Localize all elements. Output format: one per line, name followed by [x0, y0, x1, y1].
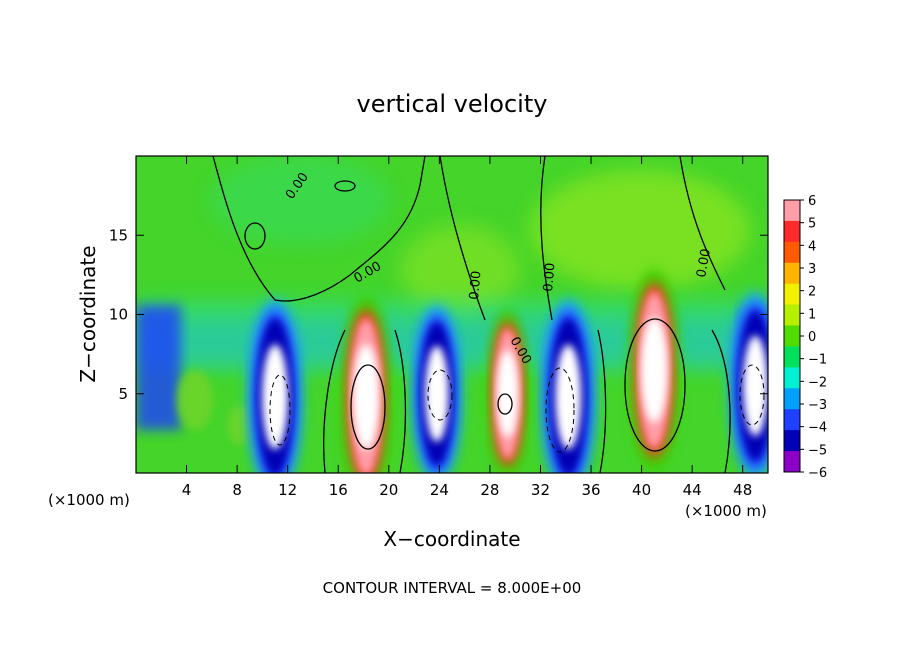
colorbar-tick-label: −1 [808, 353, 827, 368]
x-tick-label: 44 [683, 481, 702, 499]
x-tick-label: 12 [278, 481, 297, 499]
contour-label: 0.00 [467, 270, 484, 300]
colorbar-swatch [784, 325, 800, 347]
colorbar-tick-label: −3 [808, 398, 827, 413]
contour-interval-note: CONTOUR INTERVAL = 8.000E+00 [323, 579, 582, 597]
colorbar-swatch [784, 220, 800, 243]
colorbar-tick-label: −6 [808, 466, 827, 481]
x-tick-label: 4 [182, 481, 192, 499]
colorbar: 6 5 4 3 2 1 0 −1 −2 −3 −4 −5 −6 [783, 194, 827, 481]
colorbar-swatch [784, 430, 800, 452]
downdraft-cell-layer [742, 335, 768, 437]
colorbar-swatch [784, 451, 800, 473]
colorbar-tick-label: −4 [808, 421, 827, 436]
x-tick-label: 36 [581, 481, 600, 499]
x-tick-label: 16 [329, 481, 348, 499]
x-tick-label: 40 [632, 481, 651, 499]
heatmap-field [136, 156, 768, 473]
downdraft-cell [540, 298, 597, 473]
x-axis: 4 8 12 16 20 24 28 32 36 40 44 48 [182, 156, 752, 499]
colorbar-swatch [784, 304, 800, 327]
updraft-cell-layer [496, 350, 519, 438]
x-tick-label: 32 [531, 481, 550, 499]
x-tick-label: 8 [232, 481, 242, 499]
x-unit-left: (×1000 m) [48, 491, 130, 509]
colorbar-tick-label: 0 [808, 330, 816, 345]
colorbar-tick-label: −2 [808, 375, 827, 390]
colorbar-swatch [784, 262, 800, 285]
x-tick-label: 28 [480, 481, 499, 499]
x-tick-label: 20 [379, 481, 398, 499]
colorbar-tick-label: 3 [808, 262, 816, 277]
y-axis: 5 10 15 [109, 226, 768, 403]
y-tick-label: 10 [109, 306, 128, 324]
updraft-cell-layer [641, 317, 668, 423]
downdraft-cell [411, 304, 463, 473]
colorbar-tick-label: 2 [808, 285, 816, 300]
y-tick-label: 5 [118, 385, 128, 403]
colorbar-swatch [784, 388, 800, 410]
x-axis-label: X−coordinate [383, 527, 520, 551]
updraft-cell [486, 309, 529, 473]
downdraft-cell-layer [262, 344, 289, 450]
downdraft-cell [728, 292, 768, 473]
chart-title: vertical velocity [357, 90, 548, 118]
colorbar-swatch [784, 409, 800, 431]
colorbar-swatch [784, 367, 800, 389]
contour-label: 0.00 [541, 262, 558, 292]
colorbar-tick-label: 1 [808, 307, 816, 322]
colorbar-swatch [784, 200, 800, 222]
colorbar-tick-label: 5 [808, 217, 816, 232]
colorbar-swatch [784, 283, 800, 306]
y-axis-label: Z−coordinate [76, 245, 100, 382]
colorbar-swatch [784, 241, 800, 264]
downdraft-cell [247, 298, 304, 473]
updraft-cell-layer [353, 344, 380, 450]
x-tick-label: 24 [430, 481, 449, 499]
colorbar-swatch [784, 346, 800, 368]
y-tick-label: 15 [109, 226, 128, 244]
contour-label: 0.00 [694, 248, 714, 279]
x-unit-right: (×1000 m) [685, 502, 767, 520]
updraft-cell [628, 268, 681, 472]
downdraft-cell-layer [555, 344, 582, 450]
colorbar-tick-label: −5 [808, 443, 827, 458]
colorbar-tick-label: 6 [808, 194, 816, 209]
x-tick-label: 48 [733, 481, 752, 499]
colorbar-tick-label: 4 [808, 239, 816, 254]
downdraft-cell-layer [425, 345, 449, 442]
